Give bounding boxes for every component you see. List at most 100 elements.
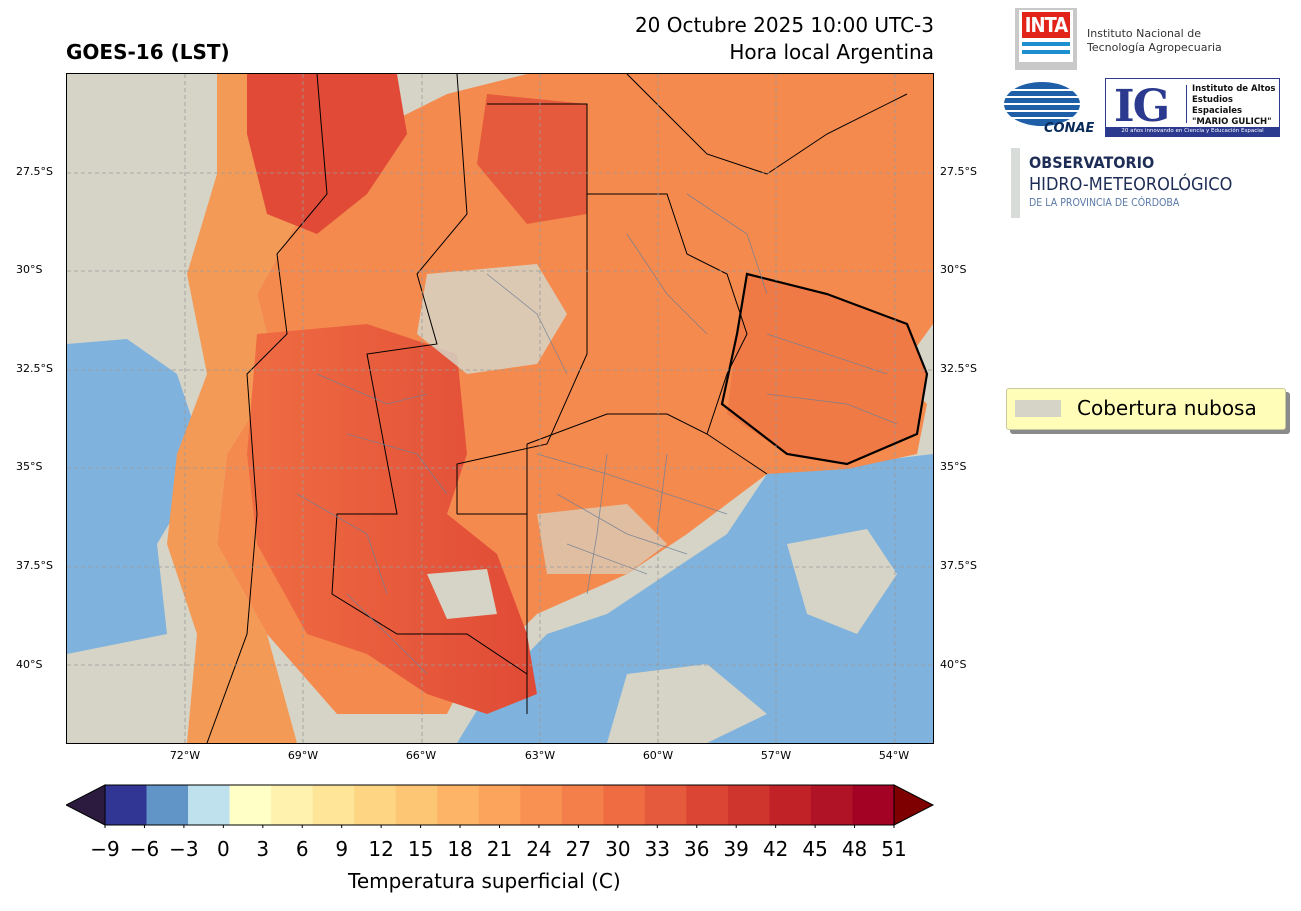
lon-label: 72°W [169, 749, 201, 762]
colorbar-tick-label: 15 [407, 837, 434, 861]
department-borders [296, 193, 898, 675]
colorbar-tick-label: 27 [565, 837, 592, 861]
lon-label: 54°W [878, 749, 910, 762]
timestamp-block: 20 Octubre 2025 10:00 UTC-3 Hora local A… [635, 12, 934, 66]
lat-label: 40°S [940, 658, 967, 671]
colorbar-bin [727, 785, 770, 825]
colorbar-tick-label: 42 [762, 837, 789, 861]
hot-core-north [247, 74, 407, 234]
colorbar-bin [852, 785, 895, 825]
province-borders [206, 74, 908, 743]
date-line: 20 Octubre 2025 10:00 UTC-3 [634, 13, 934, 37]
lat-label: 37.5°S [16, 559, 53, 572]
colorbar-bin [603, 785, 646, 825]
uruguay-region [727, 274, 927, 464]
colorbar-bin [312, 785, 355, 825]
atlantic-cloud-patch [787, 529, 897, 634]
colorbar-tick-label: −9 [90, 837, 120, 861]
colorbar-bin [354, 785, 397, 825]
observatorio-logo-bar [1011, 148, 1020, 218]
colorbar-bin [437, 785, 480, 825]
lon-label: 63°W [524, 749, 556, 762]
lon-label: 57°W [760, 749, 792, 762]
cloud-legend: Cobertura nubosa [1006, 388, 1286, 430]
lat-label: 32.5°S [940, 362, 977, 375]
colorbar-over-arrow [893, 784, 935, 826]
land-cloud-patch-1 [417, 264, 567, 374]
warm-land-west-strip [167, 74, 367, 743]
hot-core-northeast [477, 94, 587, 224]
colorbar-bin [686, 785, 729, 825]
local-time-line: Hora local Argentina [729, 40, 934, 64]
colorbar-tick-label: 21 [486, 837, 513, 861]
colorbar-under-arrow [66, 784, 106, 826]
conae-logo: CONAE [1004, 80, 1095, 136]
colorbar-tick-label: 0 [216, 837, 230, 861]
colorbar-bin [271, 785, 314, 825]
colorbar-tick-label: 33 [644, 837, 671, 861]
colorbar-bin [520, 785, 563, 825]
colorbar [66, 784, 935, 828]
colorbar-tick-label: 12 [368, 837, 394, 861]
colorbar-bin [229, 785, 272, 825]
cloud-legend-label: Cobertura nubosa [1077, 396, 1257, 420]
colorbar-bin [644, 785, 687, 825]
colorbar-tick-label: −3 [169, 837, 199, 861]
colorbar-tick-label: 48 [841, 837, 868, 861]
inta-logo: INTA [1015, 8, 1077, 70]
colorbar-bin [146, 785, 189, 825]
lat-label: 32.5°S [16, 362, 53, 375]
land-cloud-patch-3 [427, 569, 497, 619]
lat-label: 35°S [940, 460, 967, 473]
observatorio-province: DE LA PROVINCIA DE CÓRDOBA [1029, 197, 1180, 209]
lat-label: 35°S [16, 460, 43, 473]
map-title: GOES-16 (LST) [66, 40, 230, 64]
lat-label: 27.5°S [940, 165, 977, 178]
colorbar-tick-label: 51 [881, 837, 907, 861]
colorbar-tick-label: 18 [447, 837, 473, 861]
inta-wordmark: INTA [1022, 12, 1070, 38]
inta-name: Instituto Nacional de Tecnología Agropec… [1087, 27, 1222, 54]
colorbar-tick-label: 9 [335, 837, 349, 861]
lst-map [66, 73, 934, 744]
colorbar-tick-label: 30 [605, 837, 631, 861]
pacific-cold-area [67, 339, 197, 654]
lon-label: 66°W [405, 749, 437, 762]
colorbar-label: Temperatura superficial (C) [348, 869, 621, 893]
graticule [67, 74, 933, 743]
colorbar-tick-label: 6 [295, 837, 309, 861]
lat-label: 30°S [940, 263, 967, 276]
ig-tagline: 20 años innovando en Ciencia y Educación… [1106, 127, 1279, 136]
colorbar-bin [561, 785, 604, 825]
uruguay-border [720, 272, 929, 466]
colorbar-bin [810, 785, 853, 825]
lat-label: 30°S [16, 263, 43, 276]
observatorio-title: OBSERVATORIO [1029, 153, 1155, 172]
colorbar-tick-label: −6 [129, 837, 160, 861]
colorbar-bin [188, 785, 231, 825]
ig-name: Instituto de Altos Estudios Espaciales "… [1192, 84, 1276, 127]
colorbar-bin [105, 785, 148, 825]
colorbar-tick-label: 24 [526, 837, 552, 861]
land-cloud-patch-2 [537, 504, 667, 574]
observatorio-subtitle: HIDRO-METEOROLÓGICO [1029, 174, 1233, 195]
ig-wordmark: IG [1114, 81, 1170, 132]
ig-gulich-logo: IG Instituto de Altos Estudios Espaciale… [1105, 78, 1280, 137]
lon-label: 60°W [642, 749, 674, 762]
colorbar-tick-label: 36 [684, 837, 710, 861]
colorbar-bin [769, 785, 812, 825]
lon-label: 69°W [287, 749, 319, 762]
atlantic-cold-area [457, 454, 933, 743]
atlantic-cloud-patch-2 [607, 664, 767, 743]
colorbar-tick-label: 3 [256, 837, 270, 861]
map-canvas [67, 74, 933, 743]
colorbar-bin [478, 785, 521, 825]
cloud-swatch [1015, 400, 1061, 417]
lat-label: 37.5°S [940, 559, 977, 572]
lat-label: 40°S [16, 658, 43, 671]
colorbar-tick-label: 45 [802, 837, 828, 861]
lat-label: 27.5°S [16, 165, 53, 178]
colorbar-tick-label: 39 [723, 837, 749, 861]
colorbar-bin [395, 785, 438, 825]
conae-wordmark: CONAE [1044, 121, 1094, 134]
